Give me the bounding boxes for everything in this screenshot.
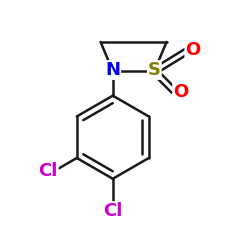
Text: S: S xyxy=(148,61,161,79)
Text: Cl: Cl xyxy=(103,202,122,220)
Text: O: O xyxy=(173,83,188,101)
Text: Cl: Cl xyxy=(38,162,58,180)
Text: O: O xyxy=(185,42,200,60)
Text: N: N xyxy=(105,61,120,79)
